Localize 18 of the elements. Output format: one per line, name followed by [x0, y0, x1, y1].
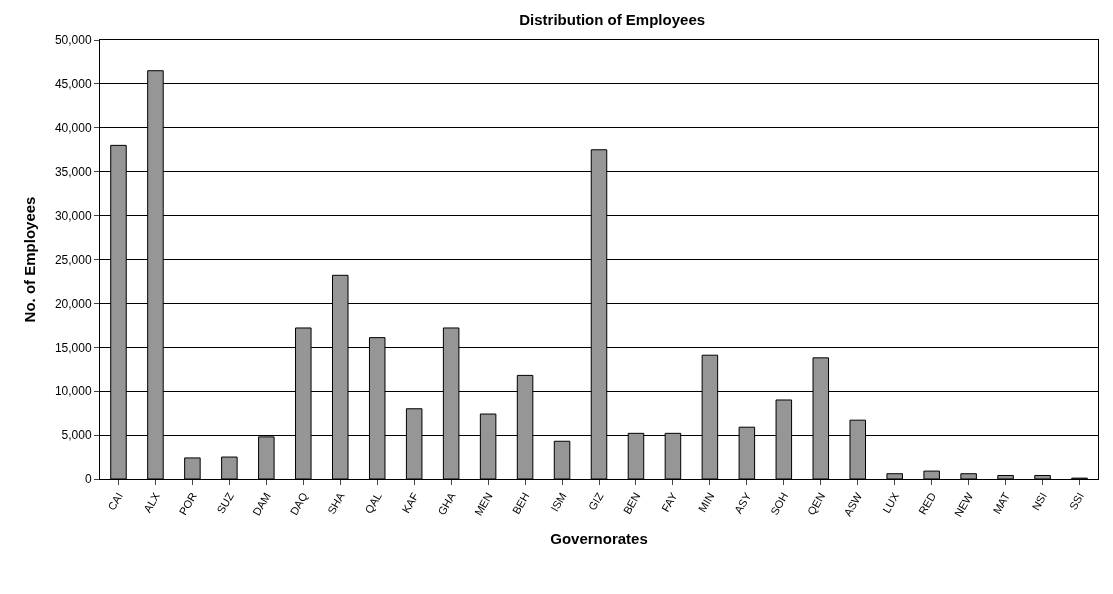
y-tick-label: 35,000	[54, 164, 92, 179]
y-tick-label: 15,000	[54, 340, 92, 355]
y-tick-label: 5,000	[61, 428, 92, 443]
x-tick-label: SSI	[1066, 490, 1087, 512]
x-axis-title: Governorates	[550, 529, 648, 547]
y-tick-label: 40,000	[54, 121, 92, 135]
y-axis-title: No. of Employees	[21, 196, 39, 323]
y-tick-label: 25,000	[54, 252, 92, 267]
chart-title: Distribution of Employees	[519, 11, 706, 29]
x-tick-label: QAL	[362, 490, 384, 516]
y-tick-label: 20,000	[54, 296, 92, 311]
x-tick-label: GIZ	[585, 490, 606, 513]
y-tick-label: 30,000	[54, 208, 92, 223]
y-tick-label: 0	[84, 472, 92, 487]
x-tick-label: CAI	[105, 490, 125, 513]
y-tick-label: 45,000	[54, 77, 92, 92]
y-tick-label: 50,000	[54, 33, 92, 48]
y-tick-label: 10,000	[54, 384, 92, 399]
